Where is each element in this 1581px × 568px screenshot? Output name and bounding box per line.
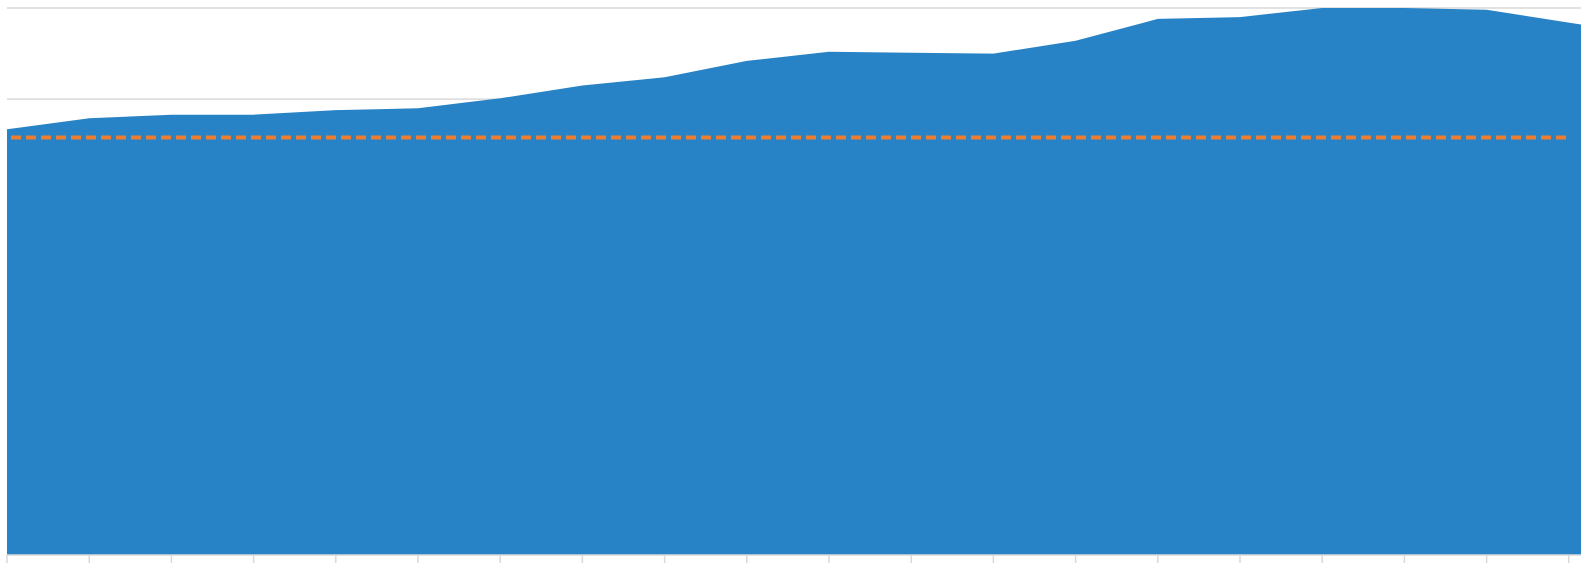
x-axis bbox=[6, 554, 1581, 563]
area-series bbox=[7, 8, 1581, 555]
area-series-0 bbox=[7, 8, 1581, 555]
